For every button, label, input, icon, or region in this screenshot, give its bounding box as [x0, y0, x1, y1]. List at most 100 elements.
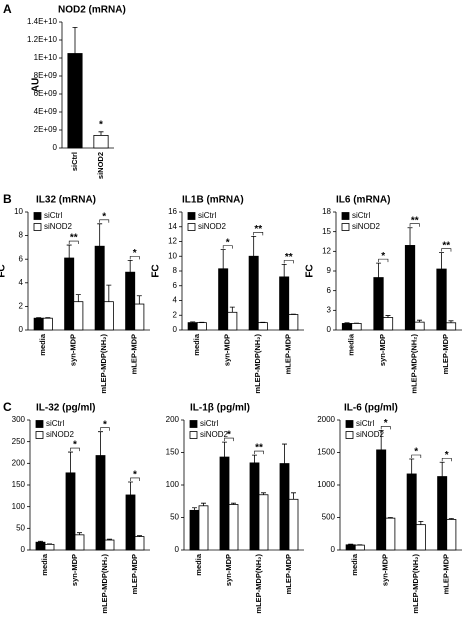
bar	[219, 269, 228, 330]
bar	[68, 54, 82, 149]
legend-label: siNOD2	[46, 430, 75, 439]
panel-letter: C	[3, 400, 12, 414]
significance-label: *	[381, 251, 385, 262]
bar	[289, 315, 298, 330]
x-tick-label: mLEP-MDP	[284, 554, 293, 594]
y-tick-label: 150	[12, 480, 26, 489]
bar	[415, 322, 424, 330]
bar	[280, 464, 289, 550]
bar	[249, 256, 258, 330]
error-bar	[230, 307, 235, 312]
bar	[280, 277, 289, 330]
chart-title: IL-6 (pg/ml)	[344, 403, 398, 414]
y-tick-label: 200	[166, 415, 180, 424]
y-tick-label: 16	[168, 207, 177, 216]
y-tick-label: 100	[12, 502, 26, 511]
legend-label: siNOD2	[198, 222, 227, 231]
legend-label: siNOD2	[356, 430, 385, 439]
bar	[135, 537, 144, 550]
panel-letter: A	[3, 2, 12, 16]
y-tick-label: 4	[19, 278, 24, 287]
significance-label: **	[70, 233, 78, 244]
y-tick-label: 300	[12, 415, 26, 424]
y-tick-label: 2E+09	[34, 125, 58, 134]
bar	[259, 495, 268, 550]
x-tick-label: mLEP-MDP(NH₂)	[99, 334, 108, 394]
y-tick-label: 100	[166, 480, 180, 489]
bar	[352, 323, 361, 330]
x-tick-label: mLEP-MDP	[442, 554, 451, 594]
y-tick-label: 0	[327, 325, 332, 334]
significance-label: *	[133, 470, 137, 481]
x-tick-label: syn-MDP	[224, 554, 233, 586]
bar	[197, 323, 206, 330]
error-bar	[252, 455, 257, 463]
significance-label: *	[226, 237, 230, 248]
error-bar	[98, 432, 103, 456]
x-tick-label: media	[192, 333, 201, 356]
legend-swatch	[34, 213, 41, 220]
legend-swatch	[36, 432, 43, 439]
panel-letter: B	[3, 192, 12, 206]
legend-label: siNOD2	[44, 222, 73, 231]
error-bar	[221, 250, 226, 269]
x-tick-label: syn-MDP	[378, 334, 387, 366]
error-bar	[97, 224, 102, 246]
legend-swatch	[346, 432, 353, 439]
legend-swatch	[34, 224, 41, 231]
bar	[43, 318, 52, 330]
significance-label: *	[133, 248, 137, 259]
x-tick-label: mLEP-MDP	[130, 554, 139, 594]
error-bar	[68, 452, 73, 473]
y-tick-label: 9	[327, 266, 332, 275]
y-tick-label: 8	[173, 266, 178, 275]
bar	[135, 304, 144, 330]
significance-label: *	[414, 447, 418, 458]
y-tick-label: 1E+10	[34, 53, 58, 62]
error-bar	[99, 132, 104, 136]
bar	[229, 505, 238, 551]
bar	[377, 450, 386, 550]
bar	[342, 323, 351, 330]
chart-title: IL1B (mRNA)	[182, 195, 244, 206]
bar	[383, 318, 392, 330]
error-bar	[418, 521, 423, 524]
y-tick-label: 10	[14, 207, 23, 216]
y-tick-label: 6	[19, 254, 24, 263]
error-bar	[376, 263, 381, 277]
x-tick-label: media	[194, 553, 203, 576]
significance-label: **	[285, 252, 293, 263]
x-tick-label: media	[40, 553, 49, 576]
bar	[74, 302, 83, 330]
bar	[34, 318, 43, 330]
error-bar	[408, 228, 413, 246]
x-tick-label: syn-MDP	[381, 554, 390, 586]
y-tick-label: 0	[331, 545, 336, 554]
legend-swatch	[188, 213, 195, 220]
x-tick-label: mLEP-MDP(NH₂)	[410, 334, 419, 394]
bar	[228, 312, 237, 330]
y-tick-label: 500	[322, 513, 336, 522]
bar	[96, 456, 105, 550]
error-bar	[439, 253, 444, 269]
bar	[105, 540, 114, 550]
legend-label: siNOD2	[352, 222, 381, 231]
chart-title: NOD2 (mRNA)	[58, 5, 126, 16]
significance-label: *	[99, 119, 103, 130]
x-tick-label: siNOD2	[96, 152, 105, 179]
y-tick-label: 15	[322, 227, 331, 236]
error-bar	[106, 285, 111, 302]
bar	[416, 525, 425, 550]
error-bar	[251, 236, 256, 256]
x-tick-label: mLEP-MDP	[130, 334, 139, 374]
bar	[94, 135, 108, 148]
bar	[438, 477, 447, 550]
x-tick-label: mLEP-MDP	[284, 334, 293, 374]
y-tick-label: 200	[12, 458, 26, 467]
chart-title: IL-32 (pg/ml)	[36, 403, 95, 414]
y-tick-label: 1500	[317, 448, 335, 457]
y-tick-label: 6	[327, 286, 332, 295]
y-tick-label: 0	[173, 325, 178, 334]
error-bar	[282, 444, 287, 464]
bar	[188, 323, 197, 330]
